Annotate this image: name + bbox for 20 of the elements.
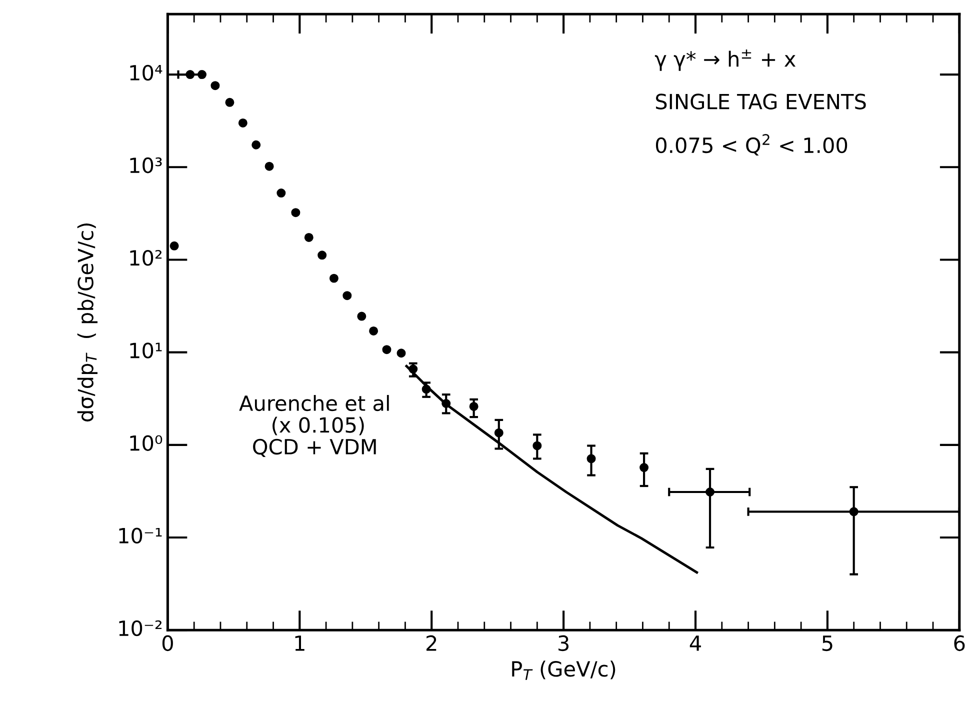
y-tick-label: 10⁻² (119, 620, 162, 636)
x-tick-label: 3 (558, 635, 569, 652)
x-tick-label: 6 (954, 635, 965, 652)
y-tick-label: 10⁻¹ (119, 528, 162, 544)
annotation: γ γ* → h$^{±}$ + x (654, 49, 796, 71)
y-tick-label: 10⁴ (130, 64, 162, 81)
y-tick-label: 10² (130, 250, 162, 266)
x-tick-label: 4 (690, 636, 701, 651)
x-axis-title: P$_{T}$ (GeV/c) (512, 660, 616, 680)
annotation: SINGLE TAG EVENTS (656, 94, 866, 110)
x-tick-label: 1 (295, 636, 304, 651)
annotation: 0.075 < Q$^{2}$ < 1.00 (656, 134, 848, 156)
y-tick-label: 10⁰ (130, 435, 162, 451)
y-tick-label: 10³ (130, 157, 162, 174)
y-axis-title: dσ/dp$_{T}$ ( pb/GeV/c) (77, 224, 98, 422)
x-tick-label: 0 (162, 635, 173, 652)
x-tick-label: 5 (822, 636, 832, 652)
annotation: Aurenche et al (x 0.105) QCD + VDM (239, 394, 389, 457)
x-tick-label: 2 (426, 635, 436, 651)
y-tick-label: 10¹ (130, 342, 162, 358)
